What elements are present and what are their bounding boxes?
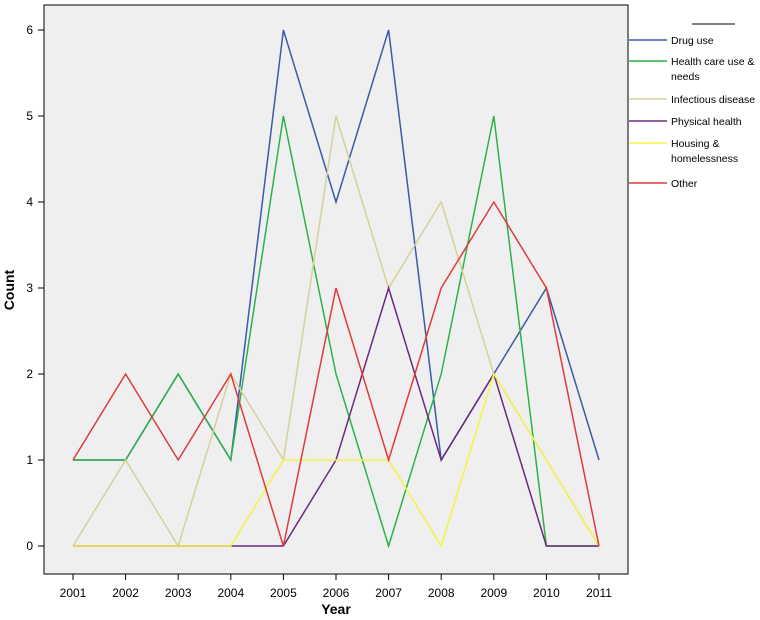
y-tick-label: 5 bbox=[26, 109, 33, 123]
x-tick-label: 2005 bbox=[270, 586, 297, 600]
legend: Drug use Health care use & needs Infectious… bbox=[629, 23, 755, 190]
x-tick-label: 2004 bbox=[217, 586, 244, 600]
series-line-other bbox=[72, 200, 600, 547]
series-line-housing-homelessness bbox=[73, 372, 600, 548]
y-tick-label: 1 bbox=[26, 453, 33, 467]
x-tick-label: 2008 bbox=[428, 586, 455, 600]
x-axis-title: Year bbox=[321, 601, 351, 617]
legend-label-infectious-disease: Infectious disease bbox=[671, 94, 755, 106]
y-tick-label: 0 bbox=[26, 539, 33, 553]
y-ticks: 0 1 2 3 4 5 6 bbox=[26, 23, 44, 553]
series-line-health-care-use-needs bbox=[73, 115, 599, 549]
x-tick-label: 2009 bbox=[480, 586, 507, 600]
legend-label-health-care-use-needs: Health care use & needs bbox=[671, 56, 754, 83]
x-tick-label: 2001 bbox=[60, 586, 87, 600]
legend-label-housing-homelessness: Housing & homelessness bbox=[671, 138, 738, 165]
y-tick-label: 3 bbox=[26, 281, 33, 295]
y-axis-title: Count bbox=[1, 269, 17, 310]
x-tick-label: 2003 bbox=[165, 586, 192, 600]
legend-label-physical-health: Physical health bbox=[671, 116, 742, 128]
y-tick-label: 6 bbox=[26, 23, 33, 37]
legend-label-other: Other bbox=[671, 178, 698, 190]
series-lines bbox=[72, 29, 600, 549]
x-tick-label: 2007 bbox=[375, 586, 402, 600]
x-tick-label: 2002 bbox=[112, 586, 139, 600]
y-tick-label: 2 bbox=[26, 367, 33, 381]
x-tick-label: 2010 bbox=[533, 586, 560, 600]
x-tick-label: 2011 bbox=[586, 586, 612, 600]
legend-label-drug-use: Drug use bbox=[671, 35, 714, 47]
y-tick-label: 4 bbox=[26, 195, 33, 209]
x-ticks: 2001 2002 2003 2004 2005 2006 2007 2008 2009 2010… bbox=[60, 574, 612, 600]
x-tick-label: 2006 bbox=[323, 586, 350, 600]
